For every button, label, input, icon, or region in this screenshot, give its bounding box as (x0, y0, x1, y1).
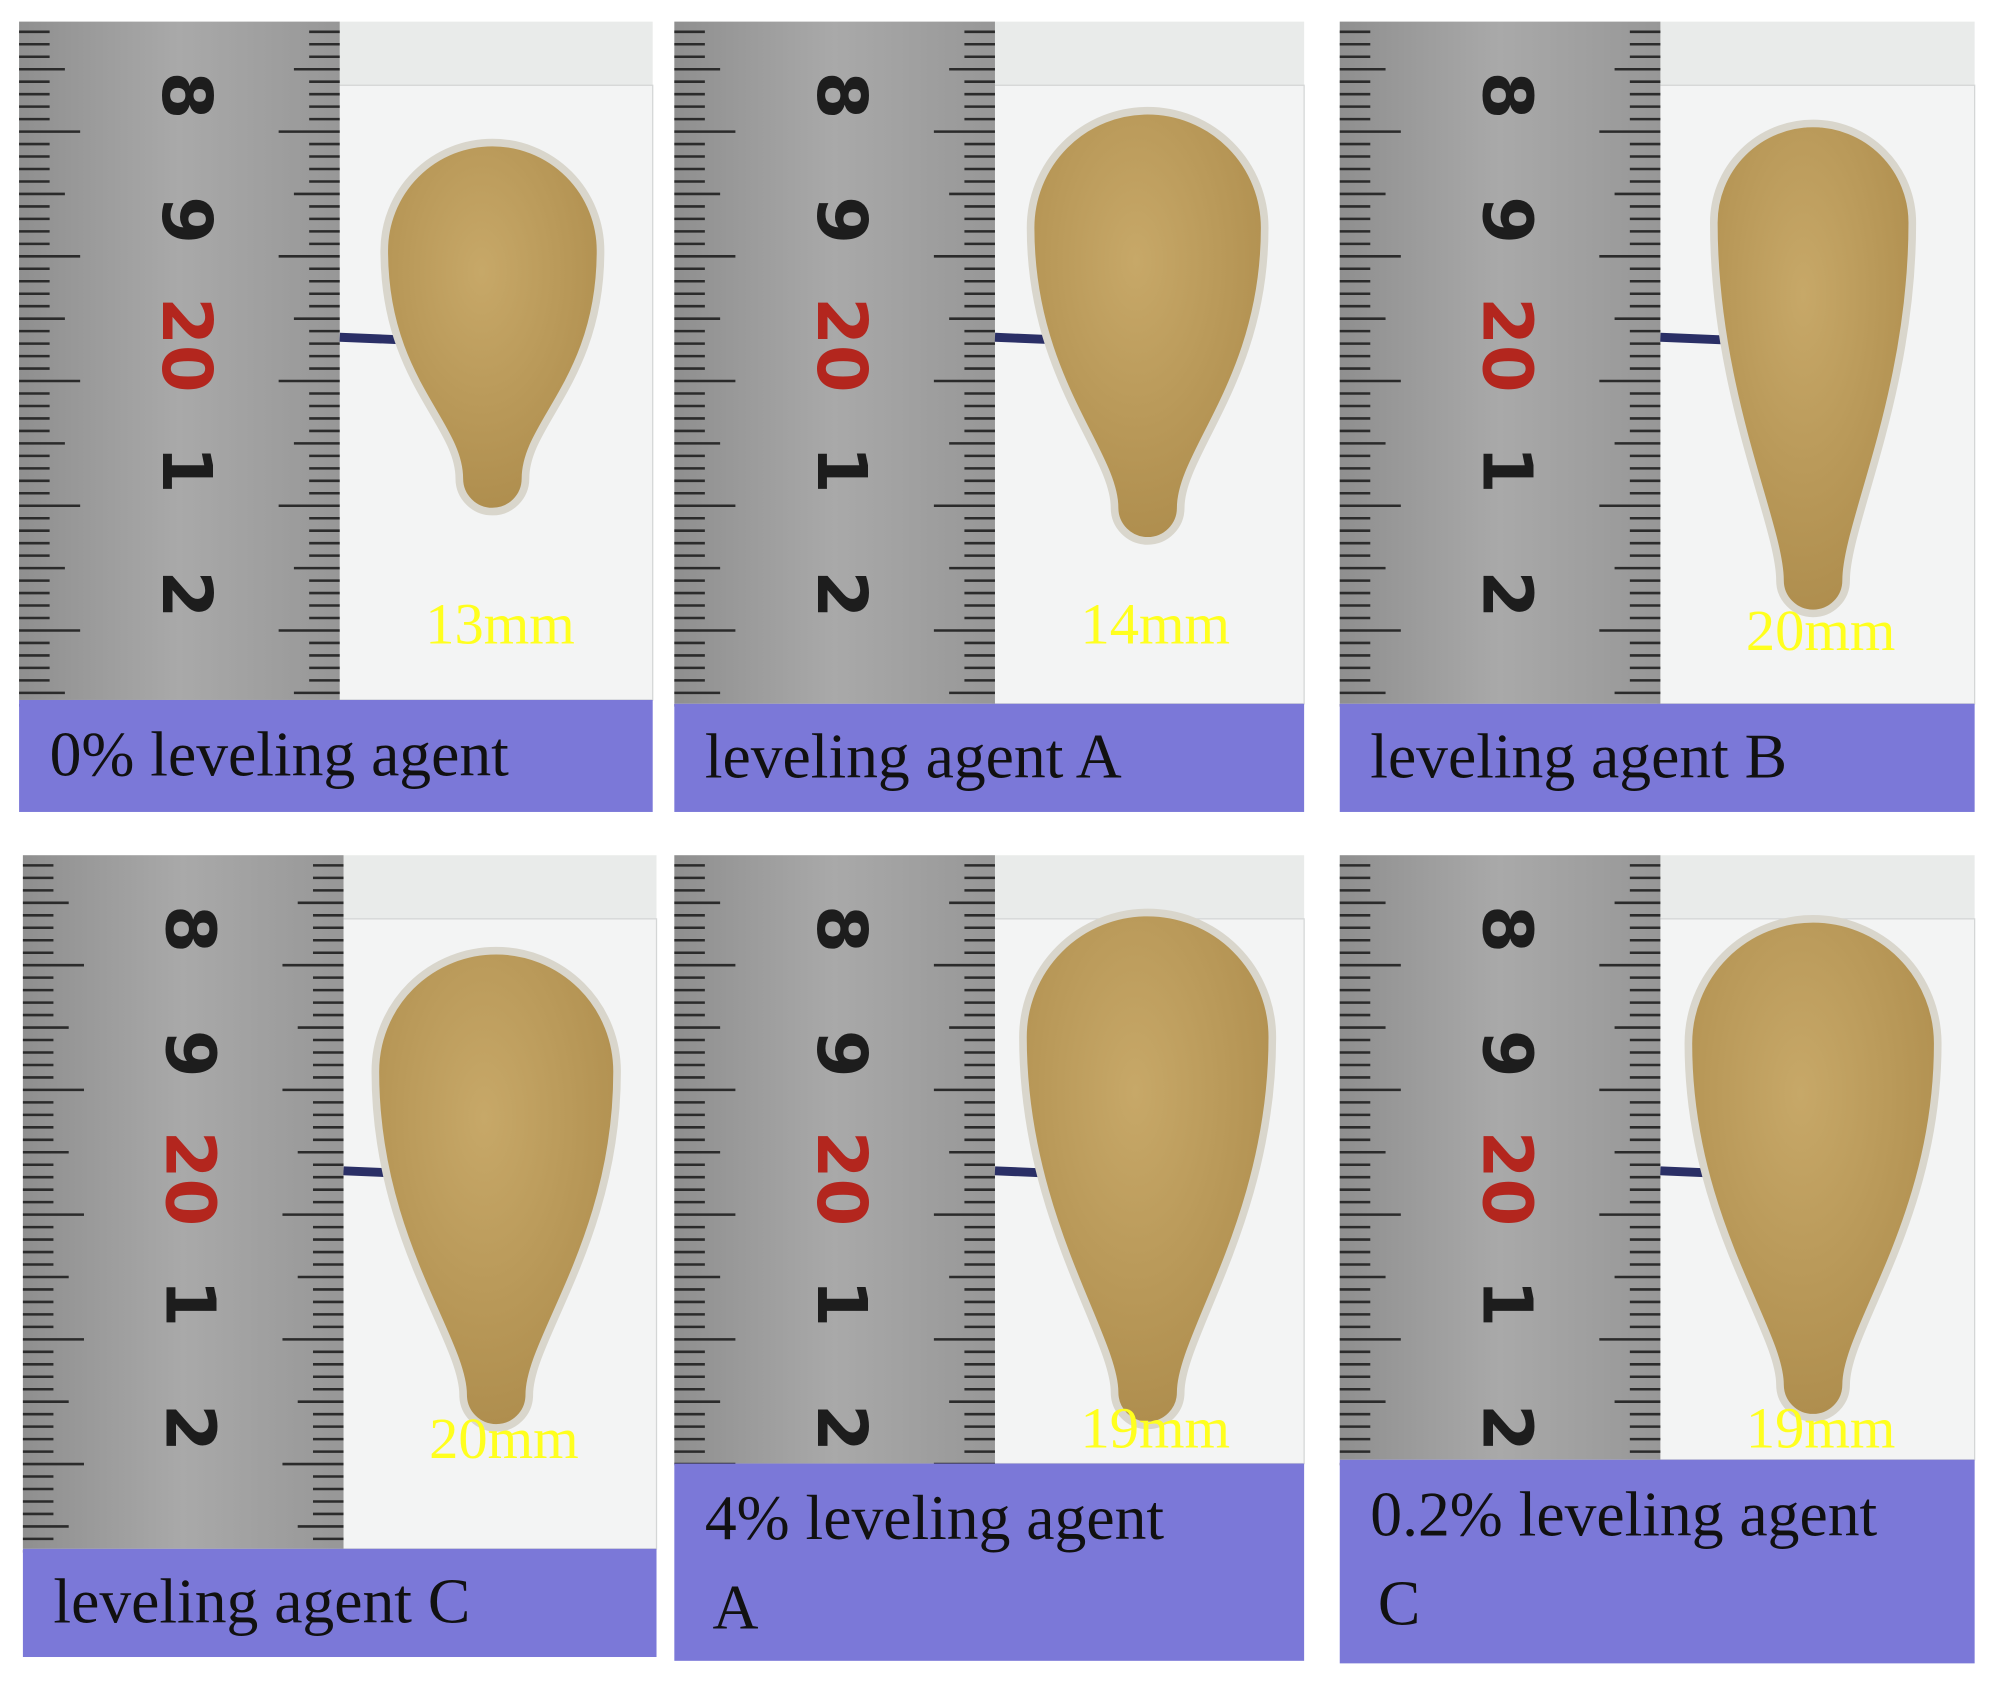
caption-box (1339, 1459, 1975, 1664)
ruler-number: 8 (146, 72, 226, 120)
caption-box (1339, 703, 1975, 812)
ruler (19, 21, 340, 700)
caption-box (674, 703, 1305, 812)
ruler-number: 2 (1467, 1404, 1547, 1452)
flow-length: 20mm (1746, 598, 1896, 663)
sample-drop (1026, 106, 1269, 545)
panel: 8 9 20 1 2 20mm leveling agent B (1339, 21, 1976, 812)
caption: C (1378, 1568, 1420, 1639)
ruler-number: 9 (1467, 1030, 1547, 1078)
ruler-number: 1 (150, 1279, 230, 1327)
ruler-number: 1 (801, 1279, 881, 1327)
ruler (1339, 21, 1661, 704)
ruler-number: 20 (801, 297, 881, 393)
ruler-number: 9 (1467, 196, 1547, 244)
panel: 8 9 20 1 2 20mm leveling agent C (22, 855, 658, 1658)
ruler-number: 2 (1467, 570, 1547, 618)
caption: 0% leveling agent (50, 719, 510, 790)
ruler-number: 8 (801, 905, 881, 953)
sample-drop (371, 946, 621, 1432)
ruler-number: 8 (150, 905, 230, 953)
ruler-number: 8 (1467, 72, 1547, 120)
panel: 8 9 20 1 2 14mm leveling agent A (674, 21, 1305, 812)
flow-length: 19mm (1746, 1396, 1896, 1461)
ruler (674, 21, 995, 704)
sample-drop (1709, 119, 1917, 618)
flow-length: 20mm (429, 1406, 579, 1471)
ruler-number: 9 (146, 196, 226, 244)
ruler-number: 8 (1467, 905, 1547, 953)
sample-drop (1684, 915, 1942, 1422)
ruler-number: 2 (150, 1404, 230, 1452)
ruler-number: 2 (801, 570, 881, 618)
caption: leveling agent B (1370, 721, 1787, 792)
ruler-number: 9 (801, 196, 881, 244)
ruler (1339, 855, 1661, 1460)
flow-length: 13mm (425, 591, 575, 656)
ruler (22, 855, 344, 1549)
ruler-number: 9 (801, 1030, 881, 1078)
ruler-number: 1 (1467, 1279, 1547, 1327)
sample-drop (380, 138, 605, 516)
caption-box (674, 1463, 1305, 1661)
ruler-number: 20 (150, 1131, 230, 1227)
caption-box (22, 1548, 657, 1658)
ruler-number: 8 (801, 72, 881, 120)
ruler-number: 2 (801, 1404, 881, 1452)
panel: 8 9 20 1 2 19mm 0.2% leveling agent C (1339, 855, 1976, 1664)
ruler-number: 20 (801, 1131, 881, 1227)
caption: leveling agent A (705, 721, 1122, 792)
ruler-number: 20 (146, 297, 226, 393)
ruler-number: 9 (150, 1030, 230, 1078)
flow-length: 14mm (1081, 591, 1231, 656)
caption-box (19, 699, 653, 812)
thread (339, 332, 401, 345)
thread (1660, 332, 1722, 345)
panel: 8 9 20 1 2 13mm 0% leveling agent (19, 21, 654, 812)
ruler-number: 2 (146, 570, 226, 618)
sample-drop (1019, 908, 1277, 1430)
ruler-number: 1 (801, 446, 881, 494)
panel: 8 9 20 1 2 19mm 4% leveling agent A (674, 855, 1305, 1661)
ruler-number: 1 (1467, 446, 1547, 494)
flow-length: 19mm (1081, 1396, 1231, 1461)
caption: A (713, 1571, 759, 1642)
ruler (674, 855, 995, 1464)
ruler-number: 20 (1467, 297, 1547, 393)
caption: 4% leveling agent (705, 1482, 1165, 1553)
ruler-number: 1 (146, 446, 226, 494)
ruler-number: 20 (1467, 1131, 1547, 1227)
caption: 0.2% leveling agent (1370, 1478, 1877, 1549)
caption: leveling agent C (53, 1566, 470, 1637)
